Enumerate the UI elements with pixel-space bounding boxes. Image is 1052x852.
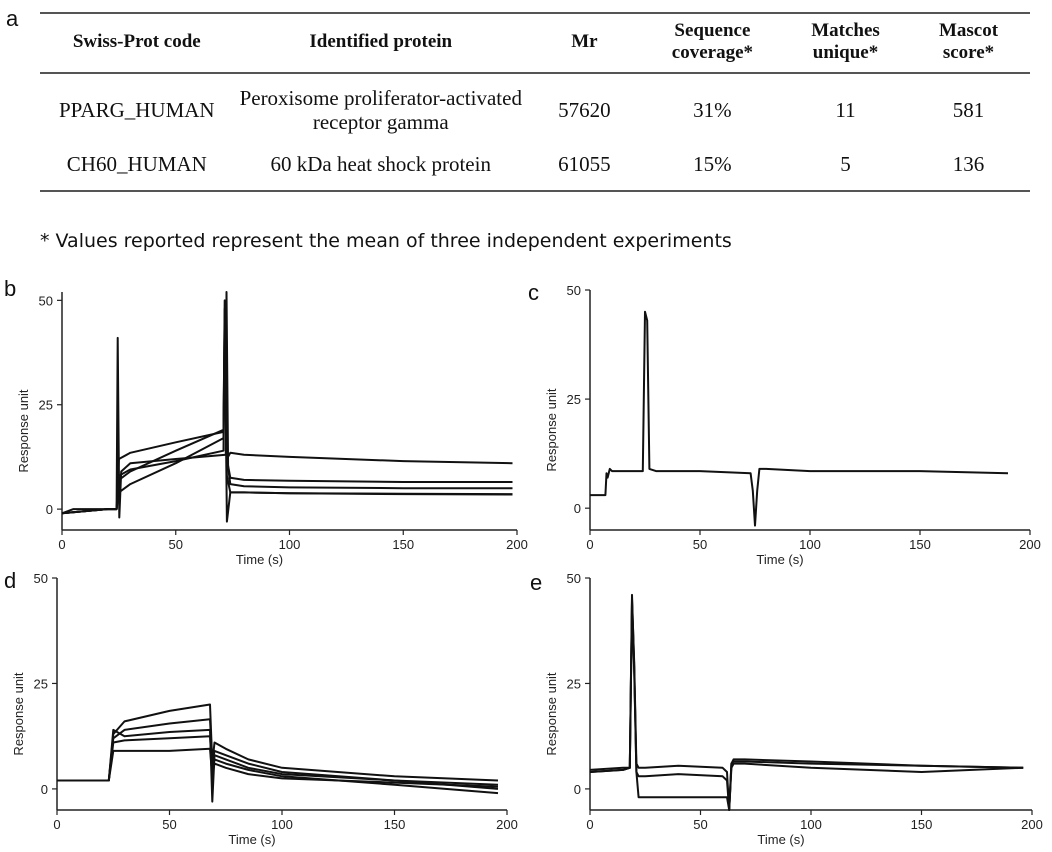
y-tick-label: 50 xyxy=(567,283,581,298)
cell-code: CH60_HUMAN xyxy=(40,140,234,192)
y-tick-label: 0 xyxy=(574,501,581,516)
cell-protein: 60 kDa heat shock protein xyxy=(233,140,528,192)
x-tick-label: 0 xyxy=(58,537,65,552)
series-line-4 xyxy=(61,316,513,523)
col-header-coverage: Sequence coverage* xyxy=(640,12,784,74)
cell-coverage: 15% xyxy=(640,140,784,192)
table-row: CH60_HUMAN 60 kDa heat shock protein 610… xyxy=(40,140,1030,192)
x-tick-label: 150 xyxy=(384,817,406,832)
x-tick-label: 150 xyxy=(911,817,933,832)
table-footnote: * Values reported represent the mean of … xyxy=(40,230,732,252)
cell-mr: 57620 xyxy=(558,98,611,122)
y-tick-label: 50 xyxy=(567,571,581,586)
table-header-row: Swiss-Prot code Identified protein Mr Se… xyxy=(40,12,1030,74)
x-tick-label: 200 xyxy=(1021,817,1043,832)
x-tick-label: 50 xyxy=(162,817,176,832)
protein-table: Swiss-Prot code Identified protein Mr Se… xyxy=(40,12,1030,192)
col-header-matches-text: Matches unique* xyxy=(811,20,880,63)
panel-label-b: b xyxy=(4,276,16,301)
cell-score: 581 xyxy=(952,98,985,122)
y-tick-label: 0 xyxy=(41,782,48,797)
table-row: PPARG_HUMAN Peroxisome proliferator-acti… xyxy=(40,73,1030,140)
panel-label-e: e xyxy=(530,570,542,595)
series-line-5 xyxy=(57,747,499,788)
x-tick-label: 50 xyxy=(693,537,707,552)
x-tick-label: 150 xyxy=(392,537,414,552)
col-header-mr: Mr xyxy=(527,12,641,74)
x-tick-label: 100 xyxy=(799,537,821,552)
col-header-score: Mascot score* xyxy=(906,12,1030,74)
series-line-5 xyxy=(61,324,513,515)
x-axis-label: Time (s) xyxy=(228,832,275,847)
x-axis-label: Time (s) xyxy=(757,832,804,847)
x-tick-label: 50 xyxy=(169,537,183,552)
x-tick-label: 200 xyxy=(506,537,528,552)
series-line-1 xyxy=(590,310,1009,527)
x-axis-label: Time (s) xyxy=(756,552,803,567)
x-axis-label: Time (s) xyxy=(236,552,283,567)
y-tick-label: 50 xyxy=(39,293,53,308)
series-line-1 xyxy=(589,598,1024,811)
cell-coverage: 31% xyxy=(693,98,732,122)
cell-score: 136 xyxy=(906,140,1030,192)
x-tick-label: 0 xyxy=(53,817,60,832)
y-tick-label: 0 xyxy=(46,502,53,517)
series-line-3 xyxy=(61,307,513,515)
cell-mr: 61055 xyxy=(527,140,641,192)
panel-label-c: c xyxy=(528,280,539,305)
x-tick-label: 200 xyxy=(1019,537,1041,552)
y-axis-label: Response unit xyxy=(544,388,559,471)
series-line-2 xyxy=(589,602,1024,811)
x-tick-label: 200 xyxy=(496,817,518,832)
y-tick-label: 25 xyxy=(567,392,581,407)
col-header-coverage-text: Sequence coverage* xyxy=(671,20,754,63)
x-tick-label: 100 xyxy=(271,817,293,832)
col-header-code: Swiss-Prot code xyxy=(40,12,234,74)
col-header-protein: Identified protein xyxy=(233,12,528,74)
x-tick-label: 0 xyxy=(586,817,593,832)
y-tick-label: 50 xyxy=(34,571,48,586)
y-axis-label: Response unit xyxy=(544,672,559,755)
series-line-3 xyxy=(589,593,1024,811)
cell-matches: 11 xyxy=(835,98,856,122)
series-line-1 xyxy=(57,703,499,782)
cell-protein: Peroxisome proliferator-activated recept… xyxy=(239,86,522,134)
x-tick-label: 0 xyxy=(586,537,593,552)
x-tick-label: 150 xyxy=(909,537,931,552)
cell-code: PPARG_HUMAN xyxy=(58,98,215,122)
col-header-score-text: Mascot score* xyxy=(938,20,999,63)
x-tick-label: 100 xyxy=(800,817,822,832)
y-tick-label: 25 xyxy=(39,398,53,413)
col-header-matches: Matches unique* xyxy=(784,12,907,74)
x-tick-label: 50 xyxy=(693,817,707,832)
panel-label-a: a xyxy=(6,6,19,31)
y-axis-label: Response unit xyxy=(16,389,31,472)
panel-label-d: d xyxy=(4,568,16,593)
y-tick-label: 0 xyxy=(574,782,581,797)
x-tick-label: 100 xyxy=(279,537,301,552)
cell-matches: 5 xyxy=(784,140,907,192)
y-tick-label: 25 xyxy=(34,676,48,691)
y-tick-label: 25 xyxy=(567,676,581,691)
y-axis-label: Response unit xyxy=(11,672,26,755)
